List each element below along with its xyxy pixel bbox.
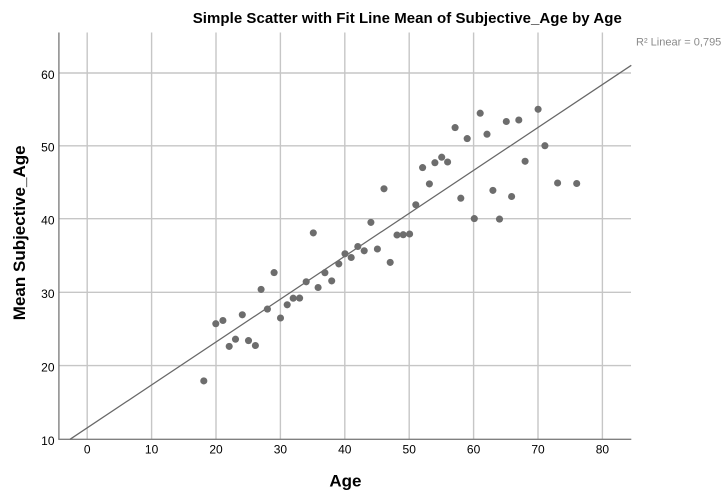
svg-text:Simple Scatter with Fit Line M: Simple Scatter with Fit Line Mean of Sub…	[193, 10, 622, 27]
svg-text:70: 70	[531, 443, 545, 457]
svg-text:60: 60	[467, 443, 481, 457]
svg-text:30: 30	[41, 287, 55, 301]
svg-text:50: 50	[403, 443, 417, 457]
svg-text:20: 20	[41, 360, 55, 374]
svg-text:0: 0	[84, 443, 91, 457]
svg-text:Mean Subjective_Age: Mean Subjective_Age	[10, 145, 29, 320]
svg-text:Age: Age	[329, 471, 361, 490]
svg-text:40: 40	[338, 443, 352, 457]
svg-text:30: 30	[274, 443, 288, 457]
svg-text:10: 10	[41, 434, 55, 448]
svg-text:40: 40	[41, 214, 55, 228]
svg-text:R² Linear = 0,795: R² Linear = 0,795	[636, 37, 721, 49]
svg-text:80: 80	[596, 443, 610, 457]
svg-text:10: 10	[145, 443, 159, 457]
svg-text:20: 20	[209, 443, 223, 457]
svg-text:60: 60	[41, 68, 55, 82]
svg-text:50: 50	[41, 141, 55, 155]
